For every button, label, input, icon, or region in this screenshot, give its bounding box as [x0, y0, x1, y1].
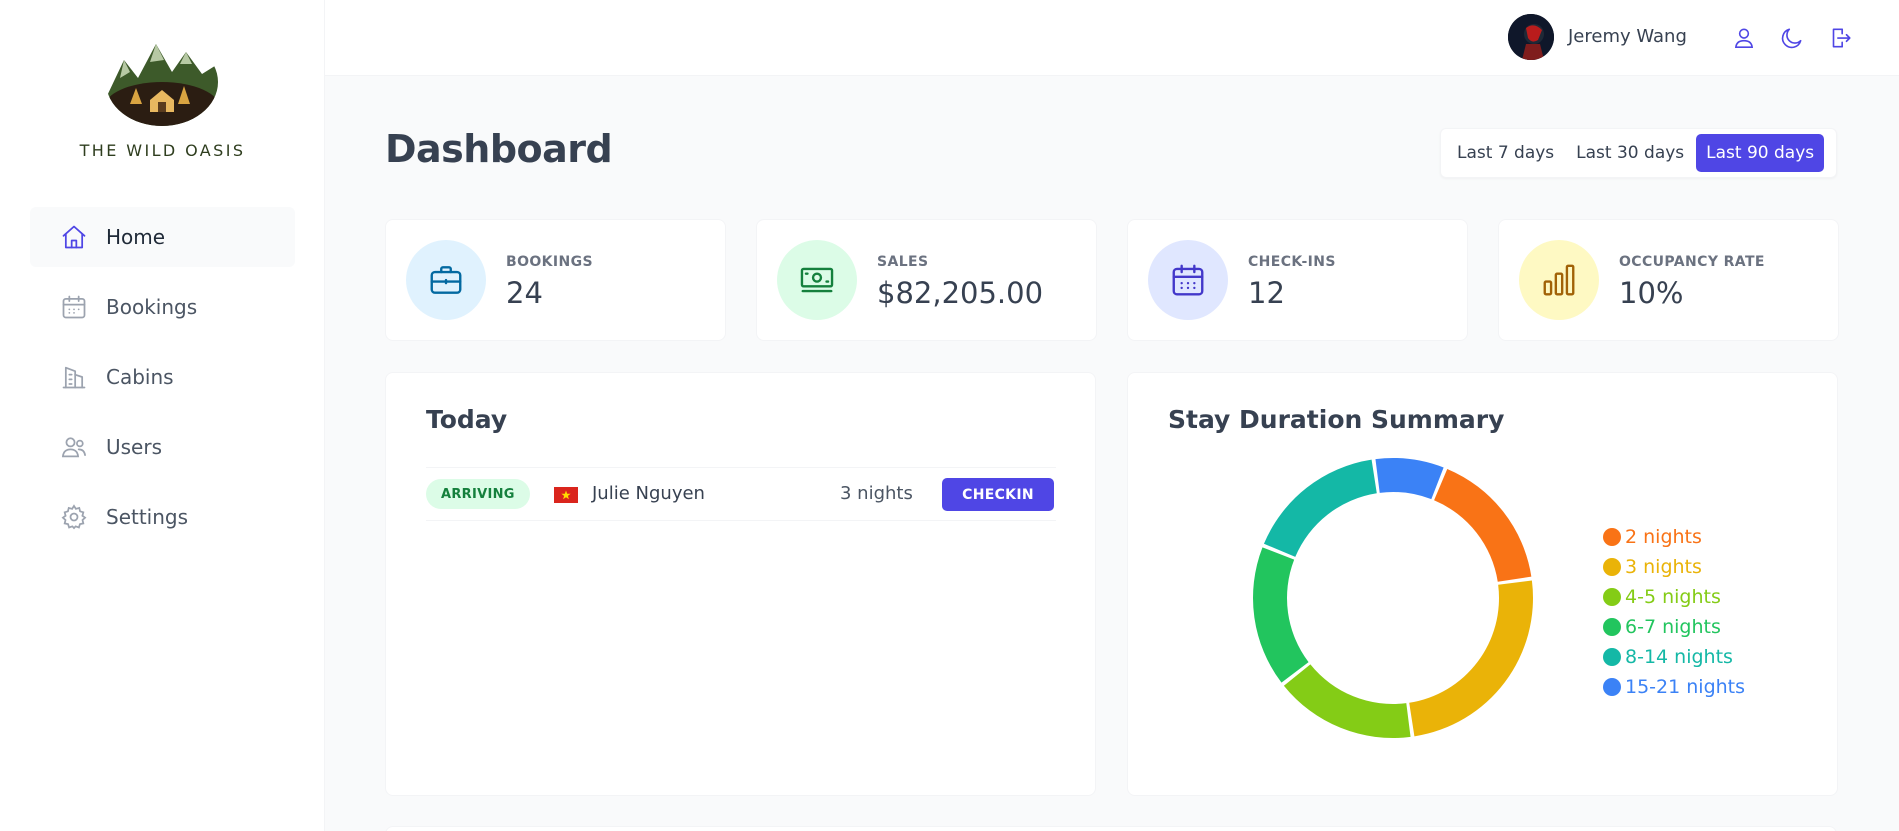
legend-label: 4-5 nights [1625, 586, 1721, 608]
sidebar-item-label: Cabins [106, 365, 174, 389]
stat-label: OCCUPANCY RATE [1619, 254, 1765, 270]
user-icon [1734, 28, 1754, 49]
donut-slice-15-21-nights[interactable] [1375, 458, 1444, 500]
guest-name: Julie Nguyen [592, 483, 705, 504]
legend-dot [1603, 618, 1621, 636]
date-filter: Last 7 days Last 30 days Last 90 days [1440, 128, 1837, 178]
stay-duration-panel: Stay Duration Summary 2 nights 3 nights 4-… [1127, 372, 1838, 796]
stat-card-check-ins: CHECK-INS 12 [1127, 219, 1468, 341]
legend-dot [1603, 678, 1621, 696]
donut-slice-6-7-nights[interactable] [1253, 547, 1309, 683]
chart-bar-icon [1519, 240, 1599, 320]
stay-duration-donut-chart [1253, 458, 1533, 738]
today-title: Today [426, 405, 508, 434]
calendar-days-icon [1148, 240, 1228, 320]
moon-icon [1781, 28, 1802, 49]
filter-last-90-days[interactable]: Last 90 days [1696, 134, 1825, 172]
home-icon [60, 223, 88, 251]
legend-item: 2 nights [1603, 522, 1745, 552]
stay-nights: 3 nights [840, 483, 913, 504]
legend-dot [1603, 588, 1621, 606]
stat-label: CHECK-INS [1248, 254, 1336, 270]
gear-icon [60, 503, 88, 531]
donut-slice-2-nights[interactable] [1434, 468, 1532, 582]
sidebar-item-users[interactable]: Users [30, 417, 295, 477]
donut-slice-8-14-nights[interactable] [1263, 459, 1377, 557]
chart-legend: 2 nights 3 nights 4-5 nights 6-7 nights 8-14… [1603, 522, 1745, 702]
top-header [325, 0, 1899, 76]
stat-value: 24 [506, 276, 543, 310]
donut-slice-3-nights[interactable] [1409, 580, 1533, 737]
calendar-icon [60, 293, 88, 321]
sidebar-item-bookings[interactable]: Bookings [30, 277, 295, 337]
legend-label: 3 nights [1625, 556, 1702, 578]
logo [106, 38, 218, 126]
legend-label: 15-21 nights [1625, 676, 1746, 698]
legend-dot [1603, 528, 1621, 546]
sales-panel [385, 826, 1837, 831]
legend-item: 15-21 nights [1603, 672, 1745, 702]
logout-button[interactable] [1826, 24, 1854, 52]
legend-item: 3 nights [1603, 552, 1745, 582]
legend-item: 6-7 nights [1603, 612, 1745, 642]
account-button[interactable] [1730, 24, 1758, 52]
stat-card-occupancy-rate: OCCUPANCY RATE 10% [1498, 219, 1839, 341]
legend-dot [1603, 558, 1621, 576]
checkin-button[interactable]: CHECKIN [942, 478, 1054, 511]
page-title: Dashboard [385, 127, 613, 171]
status-badge: ARRIVING [426, 479, 530, 509]
banknotes-icon [777, 240, 857, 320]
sidebar-item-label: Settings [106, 505, 189, 529]
avatar[interactable] [1508, 14, 1554, 60]
sidebar-item-settings[interactable]: Settings [30, 487, 295, 547]
sidebar: THE WILD OASIS Home Bookings Cabins User… [0, 0, 325, 831]
filter-last-30-days[interactable]: Last 30 days [1576, 143, 1685, 163]
legend-label: 8-14 nights [1625, 646, 1733, 668]
legend-item: 8-14 nights [1603, 642, 1745, 672]
legend-item: 4-5 nights [1603, 582, 1745, 612]
list-item: ARRIVING Julie Nguyen 3 nights CHECKIN [426, 467, 1056, 521]
sidebar-item-cabins[interactable]: Cabins [30, 347, 295, 407]
donut-slice-4-5-nights[interactable] [1283, 664, 1411, 738]
legend-dot [1603, 648, 1621, 666]
sidebar-item-label: Users [106, 435, 163, 459]
sidebar-item-label: Home [106, 225, 166, 249]
stat-value: 12 [1248, 276, 1285, 310]
stat-card-bookings: BOOKINGS 24 [385, 219, 726, 341]
sidebar-item-home[interactable]: Home [30, 207, 295, 267]
vietnam-flag-icon [554, 487, 578, 503]
logout-icon [1832, 28, 1851, 48]
brand-name: THE WILD OASIS [79, 141, 246, 160]
legend-label: 2 nights [1625, 526, 1702, 548]
chart-title: Stay Duration Summary [1168, 405, 1505, 434]
stat-label: SALES [877, 254, 929, 270]
user-name: Jeremy Wang [1568, 26, 1687, 47]
stat-card-sales: SALES $82,205.00 [756, 219, 1097, 341]
legend-label: 6-7 nights [1625, 616, 1721, 638]
building-icon [60, 363, 88, 391]
briefcase-icon [406, 240, 486, 320]
sidebar-item-label: Bookings [106, 295, 198, 319]
filter-last-7-days[interactable]: Last 7 days [1457, 143, 1555, 163]
sidebar-nav: Home Bookings Cabins Users Settings [30, 207, 295, 557]
stat-value: 10% [1619, 276, 1684, 310]
dark-mode-toggle[interactable] [1778, 24, 1806, 52]
today-panel: Today ARRIVING Julie Nguyen 3 nights CHE… [385, 372, 1096, 796]
stat-label: BOOKINGS [506, 254, 594, 270]
stat-value: $82,205.00 [877, 276, 1044, 310]
users-icon [60, 433, 88, 461]
